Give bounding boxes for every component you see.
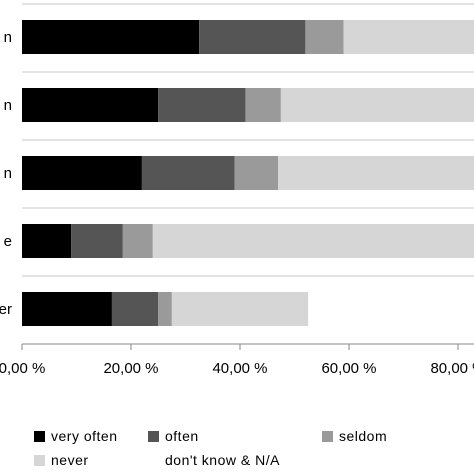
legend-label: never — [51, 452, 89, 468]
bar-segment — [158, 292, 172, 326]
bar-segment — [278, 156, 474, 190]
bar-segment — [122, 224, 153, 258]
category-label: n — [4, 165, 12, 182]
legend-label: don't know & N/A — [165, 452, 280, 468]
legend-item: never — [34, 452, 89, 468]
legend-label: often — [165, 428, 199, 444]
bar-segment — [152, 224, 474, 258]
category-label: er — [0, 301, 12, 318]
bar-segment — [71, 224, 123, 258]
bar-segment — [234, 156, 279, 190]
x-tick-label: 80,00 % — [430, 360, 474, 377]
bar-segment — [22, 88, 159, 122]
bar-segment — [158, 88, 246, 122]
bar-segment — [22, 224, 72, 258]
category-labels: n n n e er — [0, 29, 12, 318]
legend: very often often seldom never don't know & N… — [0, 422, 474, 474]
bar-segment — [305, 20, 344, 54]
legend-item: very often — [34, 428, 117, 444]
legend-swatch — [322, 430, 333, 442]
legend-item: don't know & N/A — [148, 452, 280, 468]
bar-segment — [22, 156, 142, 190]
grid-lines — [22, 3, 474, 277]
legend-label: seldom — [339, 428, 388, 444]
bar-segment — [245, 88, 281, 122]
bar-group — [22, 20, 474, 326]
bar-segment — [111, 292, 159, 326]
x-axis: 0,00 % 20,00 % 40,00 % 60,00 % 80,00 % — [0, 343, 474, 377]
bar-segment — [343, 20, 474, 54]
x-tick-label: 60,00 % — [321, 360, 376, 377]
category-label: n — [4, 29, 12, 46]
bar-segment — [199, 20, 306, 54]
legend-swatch — [34, 430, 45, 442]
legend-item: often — [148, 428, 199, 444]
bar-segment — [22, 292, 112, 326]
bar-segment — [280, 88, 474, 122]
legend-label: very often — [51, 428, 118, 444]
legend-item: seldom — [322, 428, 387, 444]
x-tick-label: 20,00 % — [103, 360, 158, 377]
bar-segment — [171, 292, 309, 326]
category-label: n — [4, 97, 12, 114]
x-tick-label: 40,00 % — [212, 360, 267, 377]
bar-segment — [22, 20, 200, 54]
legend-swatch — [148, 430, 159, 442]
category-label: e — [4, 233, 12, 250]
legend-swatch — [34, 454, 45, 466]
x-tick-label: 0,00 % — [0, 360, 45, 377]
legend-swatch — [148, 454, 159, 466]
bar-segment — [141, 156, 235, 190]
